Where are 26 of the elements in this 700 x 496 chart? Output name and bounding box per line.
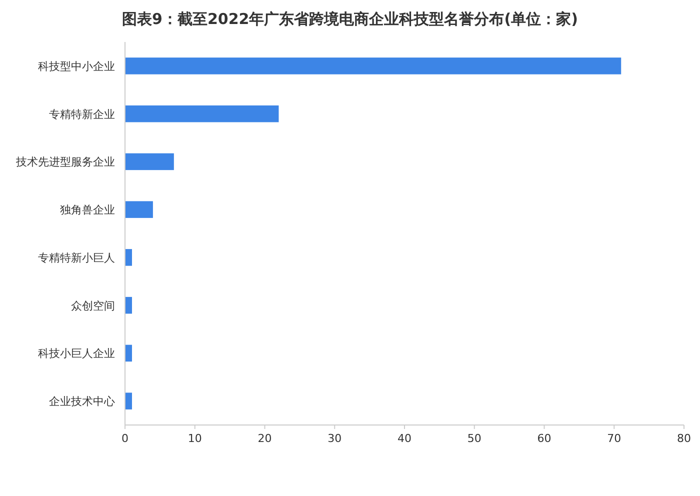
x-tick-label: 10 [188, 432, 202, 445]
x-tick-label: 70 [607, 432, 622, 445]
x-tick-label: 80 [677, 432, 691, 445]
y-tick-label: 独角兽企业 [60, 204, 115, 217]
x-tick-label: 0 [122, 432, 128, 445]
y-tick-label: 专精特新小巨人 [38, 251, 115, 264]
y-tick-label: 科技小巨人企业 [38, 347, 115, 360]
chart-title: 图表9：截至2022年广东省跨境电商企业科技型名誉分布(单位：家) [122, 10, 578, 28]
bar [125, 201, 153, 218]
x-tick-label: 30 [328, 432, 342, 445]
bar [125, 105, 279, 122]
bar [125, 392, 132, 410]
x-tick-label: 60 [537, 432, 552, 445]
bar [125, 153, 174, 170]
x-tick-label: 50 [467, 432, 482, 445]
bar [125, 296, 132, 314]
y-tick-label: 专精特新企业 [49, 108, 115, 121]
y-tick-label: 科技型中小企业 [38, 60, 115, 73]
bar [125, 249, 132, 266]
y-tick-label: 众创空间 [71, 299, 115, 312]
x-tick-label: 20 [258, 432, 272, 445]
x-tick-label: 40 [398, 432, 412, 445]
bar [125, 58, 622, 74]
y-tick-label: 企业技术中心 [49, 395, 115, 408]
y-tick-label: 技术先进型服务企业 [15, 156, 115, 169]
bar [125, 344, 132, 362]
